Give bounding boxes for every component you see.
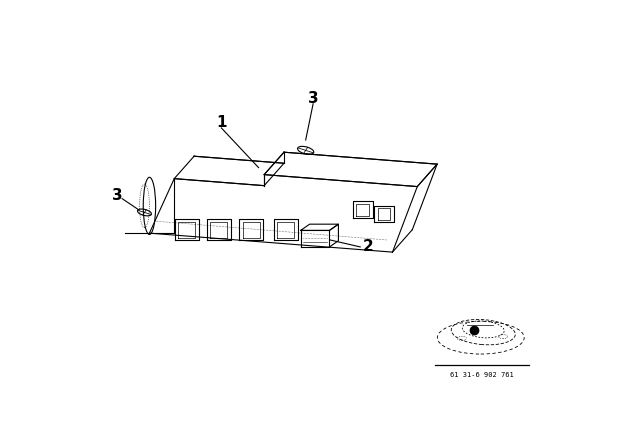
Text: 61 31-6 902 761: 61 31-6 902 761 [450,372,514,378]
Text: 2: 2 [363,239,374,254]
Text: 3: 3 [308,91,319,106]
Text: 1: 1 [216,115,227,130]
Text: 3: 3 [112,188,122,202]
